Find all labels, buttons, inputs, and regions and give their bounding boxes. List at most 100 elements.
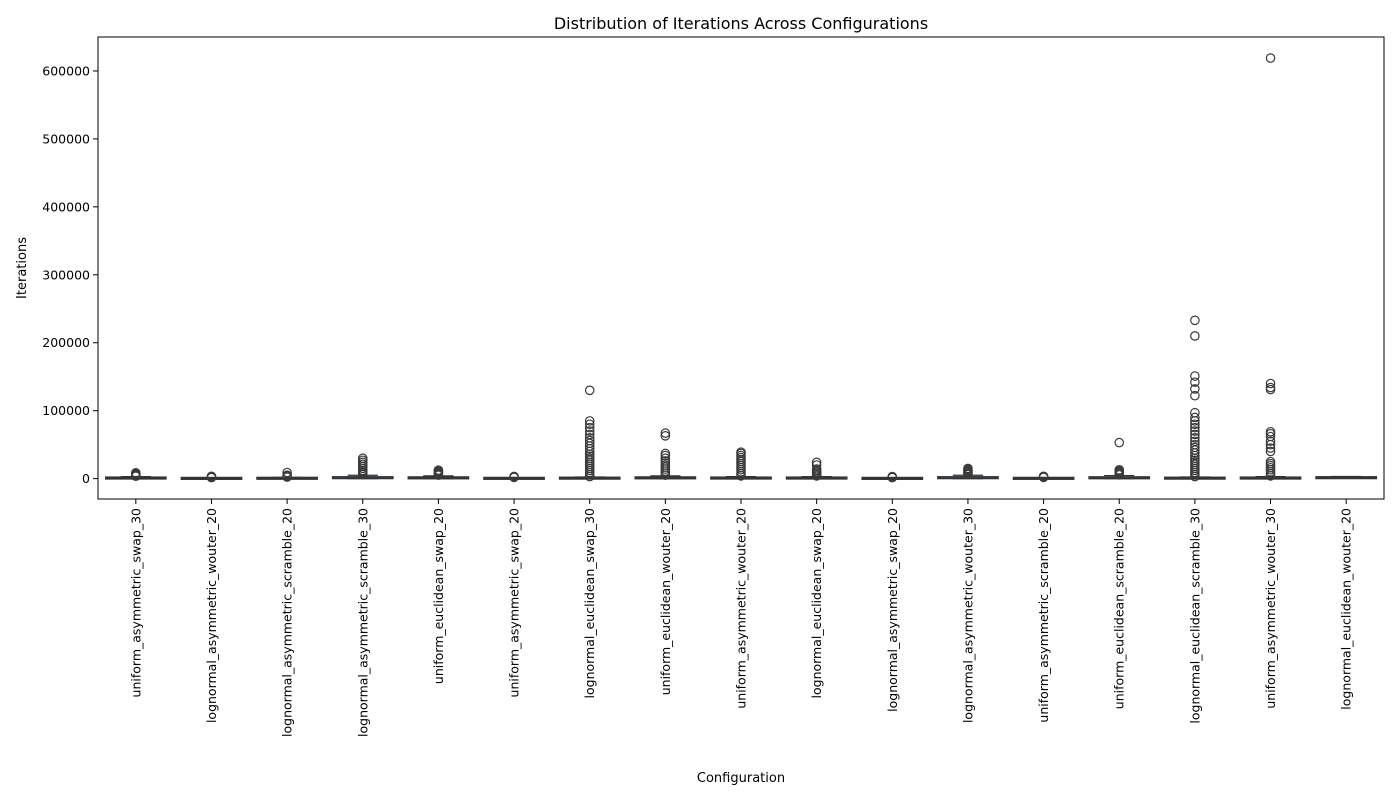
outlier-point	[1265, 443, 1276, 453]
box-group	[937, 463, 999, 480]
outlier-point	[1038, 471, 1049, 482]
box-group	[634, 428, 697, 481]
x-tick-label: lognormal_asymmetric_scramble_30	[355, 508, 370, 737]
x-tick-label: lognormal_asymmetric_wouter_20	[204, 508, 219, 723]
box-group	[483, 471, 545, 483]
x-tick-label: uniform_euclidean_wouter_20	[658, 508, 673, 695]
outlier-point	[584, 435, 595, 446]
outlier-point	[1190, 371, 1200, 381]
y-axis-label: Iterations	[15, 237, 30, 299]
y-tick-label: 200000	[42, 335, 90, 350]
outlier-point	[584, 426, 595, 436]
outlier-point	[1190, 407, 1200, 418]
box-group	[180, 471, 243, 483]
x-tick-label: uniform_asymmetric_swap_30	[128, 508, 143, 697]
outlier-point	[660, 453, 671, 464]
chart-title: Distribution of Iterations Across Config…	[554, 14, 928, 33]
box-group	[558, 385, 621, 482]
outlier-point	[1190, 315, 1200, 326]
x-tick-label: uniform_asymmetric_wouter_20	[734, 508, 749, 709]
x-tick-label: lognormal_euclidean_swap_30	[582, 508, 597, 699]
x-tick-label: uniform_euclidean_swap_20	[431, 508, 446, 684]
outlier-point	[131, 468, 141, 478]
outlier-point	[433, 465, 444, 475]
outlier-point	[963, 463, 973, 474]
x-tick-label: uniform_asymmetric_scramble_20	[1036, 508, 1051, 723]
outlier-point	[660, 456, 671, 466]
outlier-point	[660, 428, 671, 438]
outlier-point	[1190, 377, 1200, 387]
outlier-point	[1265, 436, 1276, 447]
outlier-point	[811, 457, 822, 468]
outlier-point	[1265, 446, 1276, 457]
outlier-point	[1190, 384, 1200, 394]
outlier-point	[509, 471, 519, 482]
outlier-point	[1190, 439, 1200, 450]
y-axis: 0 100000 200000 300000 400000 500000 600000	[42, 63, 98, 486]
outlier-point	[811, 460, 822, 470]
x-axis-label: Configuration	[697, 771, 785, 786]
y-tick-label: 0	[82, 471, 90, 486]
outlier-point	[584, 433, 595, 443]
outlier-point	[1265, 53, 1276, 63]
box-group	[1239, 53, 1302, 481]
outlier-point	[811, 464, 822, 474]
outlier-point	[584, 385, 595, 396]
outlier-point	[584, 422, 595, 433]
outlier-point	[1265, 382, 1276, 393]
outlier-point	[1265, 378, 1276, 389]
box-group	[1315, 475, 1378, 480]
x-axis: uniform_asymmetric_swap_30 lognormal_asym…	[128, 499, 1354, 737]
outlier-point	[1190, 426, 1200, 436]
x-tick-label: uniform_euclidean_scramble_20	[1112, 508, 1127, 709]
x-tick-label: lognormal_asymmetric_wouter_30	[960, 508, 975, 723]
outlier-point	[660, 448, 671, 459]
outlier-point	[282, 470, 292, 481]
outlier-point	[1190, 442, 1200, 453]
x-tick-label: uniform_asymmetric_wouter_30	[1263, 508, 1278, 709]
outlier-point	[1265, 431, 1276, 442]
box-group	[710, 447, 772, 481]
box-group	[331, 453, 394, 480]
box-group	[407, 465, 470, 481]
y-tick-label: 500000	[42, 131, 90, 146]
outlier-point	[1190, 429, 1200, 440]
outlier-point	[1265, 456, 1276, 467]
y-tick-label: 600000	[42, 63, 90, 78]
outlier-point	[1190, 331, 1200, 341]
outlier-point	[887, 471, 898, 482]
box-group	[1164, 315, 1226, 482]
outlier-point	[1190, 422, 1200, 433]
x-tick-label: lognormal_euclidean_wouter_20	[1339, 508, 1354, 710]
outlier-point	[584, 416, 595, 426]
box-group	[1088, 437, 1151, 480]
outlier-point	[1114, 464, 1125, 475]
outlier-point	[584, 419, 595, 430]
box-group	[256, 467, 318, 482]
outlier-point	[584, 429, 595, 440]
box-group	[104, 468, 167, 482]
box-group	[861, 471, 924, 483]
outlier-point	[1190, 390, 1200, 401]
box-group	[1012, 471, 1075, 483]
outlier-point	[1190, 433, 1200, 443]
plot-area	[104, 53, 1378, 483]
outlier-point	[1114, 437, 1125, 448]
y-tick-label: 300000	[42, 267, 90, 282]
x-tick-label: lognormal_euclidean_swap_20	[809, 508, 824, 699]
outlier-point	[1265, 426, 1276, 437]
y-tick-label: 100000	[42, 403, 90, 418]
x-tick-label: uniform_asymmetric_swap_20	[507, 508, 522, 697]
outlier-point	[206, 471, 217, 482]
x-tick-label: lognormal_asymmetric_swap_20	[885, 508, 900, 712]
outlier-point	[1190, 412, 1200, 423]
outlier-point	[1190, 436, 1200, 447]
outlier-point	[736, 447, 746, 457]
outlier-point	[660, 431, 671, 441]
x-tick-label: lognormal_euclidean_scramble_30	[1187, 508, 1202, 724]
box-group	[785, 457, 848, 481]
outlier-point	[282, 467, 292, 478]
y-tick-label: 400000	[42, 199, 90, 214]
outlier-point	[357, 453, 368, 464]
